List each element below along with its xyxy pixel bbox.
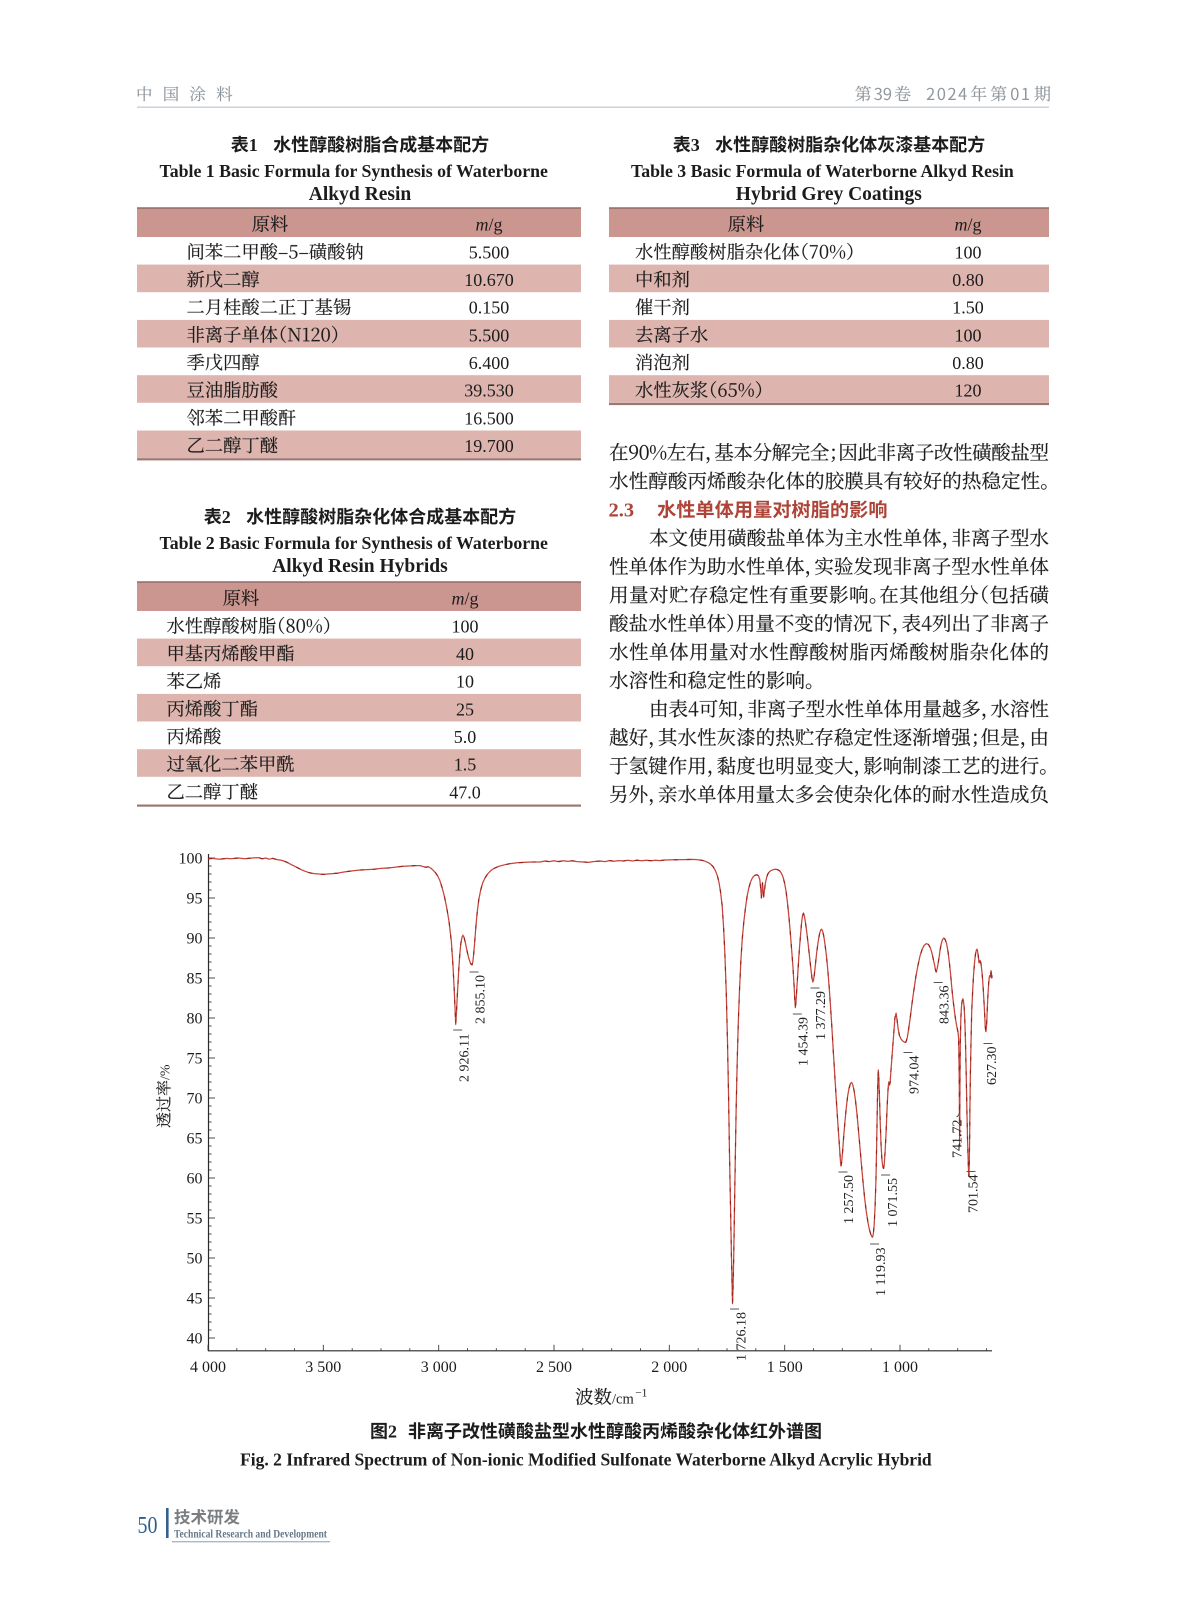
svg-text:1 726.18: 1 726.18 [735,1312,750,1361]
svg-text:974.04: 974.04 [908,1056,923,1095]
svg-text:10: 10 [456,672,474,692]
svg-text:85: 85 [187,970,203,987]
svg-text:100: 100 [955,242,982,262]
svg-text:1 071.55: 1 071.55 [886,1178,901,1227]
svg-text:5.500: 5.500 [469,325,510,345]
svg-text:70: 70 [187,1090,203,1107]
svg-text:55: 55 [187,1210,203,1227]
svg-text:Table 2 Basic Formula for Sy: Table 2 Basic Formula for Synthesis of W… [160,533,549,553]
svg-text:60: 60 [187,1170,203,1187]
svg-text:701.54: 701.54 [967,1175,982,1214]
svg-text:2 000: 2 000 [651,1359,687,1376]
svg-text:95: 95 [187,890,203,907]
svg-text:1 119.93: 1 119.93 [874,1248,889,1296]
svg-text:/g: /g [968,215,982,235]
svg-text:m: m [452,589,465,609]
svg-text:843.36: 843.36 [938,986,953,1025]
svg-text:19.700: 19.700 [464,436,514,456]
svg-text:/g: /g [465,589,479,609]
svg-text:m: m [476,215,489,235]
svg-text:/%: /% [159,1064,174,1080]
svg-text:1: 1 [249,135,258,155]
svg-text:0.80: 0.80 [952,270,984,290]
svg-text:3: 3 [691,135,700,155]
svg-text:5.0: 5.0 [454,727,477,747]
svg-text:120: 120 [955,381,982,401]
svg-text:627.30: 627.30 [985,1047,1000,1086]
svg-text:40: 40 [187,1330,203,1347]
svg-text:47.0: 47.0 [449,782,481,802]
svg-text:2: 2 [388,1422,397,1442]
svg-text:2.3: 2.3 [609,500,635,522]
svg-text:75: 75 [187,1050,203,1067]
svg-text:1.50: 1.50 [952,298,984,318]
svg-text:−1: −1 [635,1388,647,1400]
svg-text:1.5: 1.5 [454,755,477,775]
svg-text:Alkyd Resin Hybrids: Alkyd Resin Hybrids [272,556,448,577]
svg-text:Hybrid Grey Coatings: Hybrid Grey Coatings [736,184,922,205]
svg-text:Fig. 2 Infrared Spectrum of: Fig. 2 Infrared Spectrum of Non-ionic Mo… [240,1450,932,1470]
svg-text:3 000: 3 000 [421,1359,457,1376]
svg-text:1 257.50: 1 257.50 [842,1175,857,1224]
svg-text:100: 100 [179,850,203,867]
svg-text:6.400: 6.400 [469,353,510,373]
svg-text:0.80: 0.80 [952,353,984,373]
svg-text:Technical Research and Develop: Technical Research and Development [174,1527,327,1541]
svg-text:Table 3 Basic Formula of Wat: Table 3 Basic Formula of Waterborne Alky… [631,161,1014,181]
svg-text:10.670: 10.670 [464,270,514,290]
svg-text:16.500: 16.500 [464,408,514,428]
svg-text:2 926.11: 2 926.11 [458,1034,473,1082]
svg-text:80: 80 [187,1010,203,1027]
svg-text:1 000: 1 000 [882,1359,918,1376]
svg-text:100: 100 [955,325,982,345]
svg-text:1 500: 1 500 [767,1359,803,1376]
svg-text:0.150: 0.150 [469,298,510,318]
svg-text:Table 1 Basic Formula for Sy: Table 1 Basic Formula for Synthesis of W… [160,161,549,181]
svg-text:/cm: /cm [612,1392,634,1408]
svg-text:90: 90 [187,930,203,947]
svg-text:39.530: 39.530 [464,381,514,401]
svg-text:3 500: 3 500 [305,1359,341,1376]
svg-text:1 377.29: 1 377.29 [814,991,829,1040]
svg-text:50: 50 [138,1512,158,1539]
svg-text:2: 2 [222,507,231,527]
svg-text:1 454.39: 1 454.39 [797,1017,812,1066]
svg-text:65: 65 [187,1130,203,1147]
svg-text:100: 100 [452,616,479,636]
svg-text:50: 50 [187,1250,203,1267]
svg-text:m: m [955,215,968,235]
svg-text:2 500: 2 500 [536,1359,572,1376]
svg-text:25: 25 [456,699,474,719]
svg-text:741.72: 741.72 [951,1120,966,1159]
svg-text:40: 40 [456,644,474,664]
svg-text:Alkyd Resin: Alkyd Resin [309,184,412,205]
svg-text:2 855.10: 2 855.10 [474,975,489,1024]
svg-text:5.500: 5.500 [469,242,510,262]
svg-text:/g: /g [489,215,503,235]
svg-text:45: 45 [187,1290,203,1307]
svg-text:4 000: 4 000 [190,1359,226,1376]
